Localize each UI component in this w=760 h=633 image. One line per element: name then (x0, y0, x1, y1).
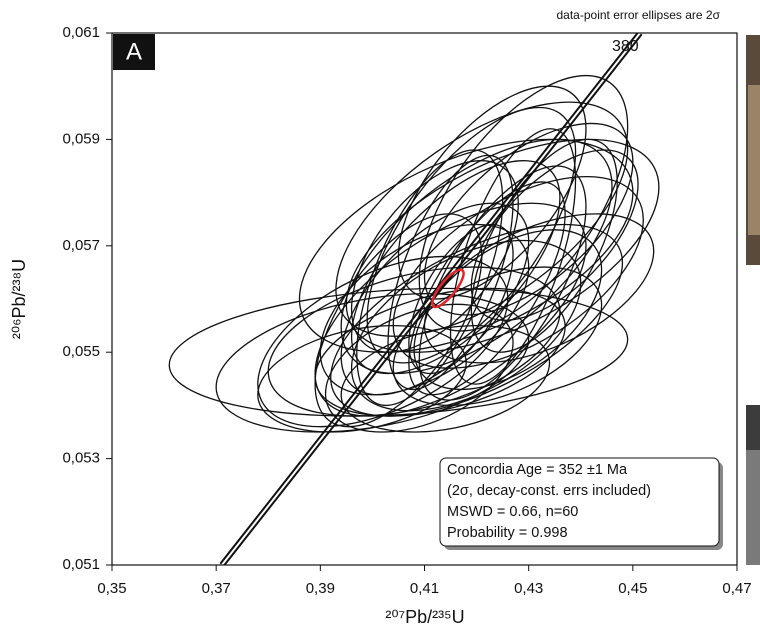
plot-area (168, 33, 660, 565)
error-ellipse (366, 106, 577, 364)
x-tick-label: 0,41 (410, 580, 439, 597)
x-tick-label: 0,45 (618, 580, 647, 597)
error-ellipse (356, 149, 504, 407)
y-tick-label: 0,055 (62, 343, 100, 360)
result-line: MSWD = 0.66, n=60 (447, 504, 578, 520)
result-line: Concordia Age = 352 ±1 Ma (447, 462, 628, 478)
y-tick-label: 0,057 (62, 237, 100, 254)
photo-strip (748, 85, 760, 235)
error-ellipse (330, 223, 624, 417)
error-ellipse (470, 149, 639, 321)
x-tick-label: 0,43 (514, 580, 543, 597)
error-ellipse (257, 255, 509, 428)
result-line: Probability = 0.998 (447, 525, 568, 541)
result-line: (2σ, decay-const. errs included) (447, 483, 651, 499)
panel-label-bg (113, 34, 155, 70)
error-ellipse (418, 74, 629, 332)
error-ellipse (335, 101, 629, 337)
x-tick-label: 0,39 (306, 580, 335, 597)
error-ellipse (423, 213, 655, 364)
y-axis-label: ²⁰⁶Pb/²³⁸U (9, 259, 29, 339)
y-tick-label: 0,053 (62, 450, 100, 467)
error-ellipse (319, 223, 530, 396)
error-ellipse (431, 268, 465, 309)
error-ellipse (470, 138, 618, 353)
age-label: 380 (612, 38, 639, 55)
error-ellipse (397, 85, 587, 300)
error-ellipse (449, 128, 577, 385)
error-ellipse (314, 213, 483, 428)
x-tick-label: 0,37 (202, 580, 231, 597)
y-tick-label: 0,061 (62, 24, 100, 41)
y-tick-label: 0,059 (62, 130, 100, 147)
error-ellipse (350, 160, 561, 375)
error-ellipse (408, 181, 566, 396)
error-ellipse (350, 239, 582, 412)
x-tick-label: 0,35 (97, 580, 126, 597)
result-box (439, 457, 720, 547)
y-tick-label: 0,051 (62, 556, 100, 573)
x-tick-label: 0,47 (722, 580, 751, 597)
error-ellipse (324, 303, 514, 433)
note: data-point error ellipses are 2σ (557, 8, 721, 22)
panel-label: A (126, 38, 142, 65)
error-ellipse (314, 202, 587, 417)
error-ellipse (387, 154, 514, 391)
error-ellipse (350, 160, 519, 353)
x-axis-label: ²⁰⁷Pb/²³⁵U (385, 607, 464, 627)
photo-strip (746, 450, 760, 565)
error-ellipse (418, 165, 587, 401)
